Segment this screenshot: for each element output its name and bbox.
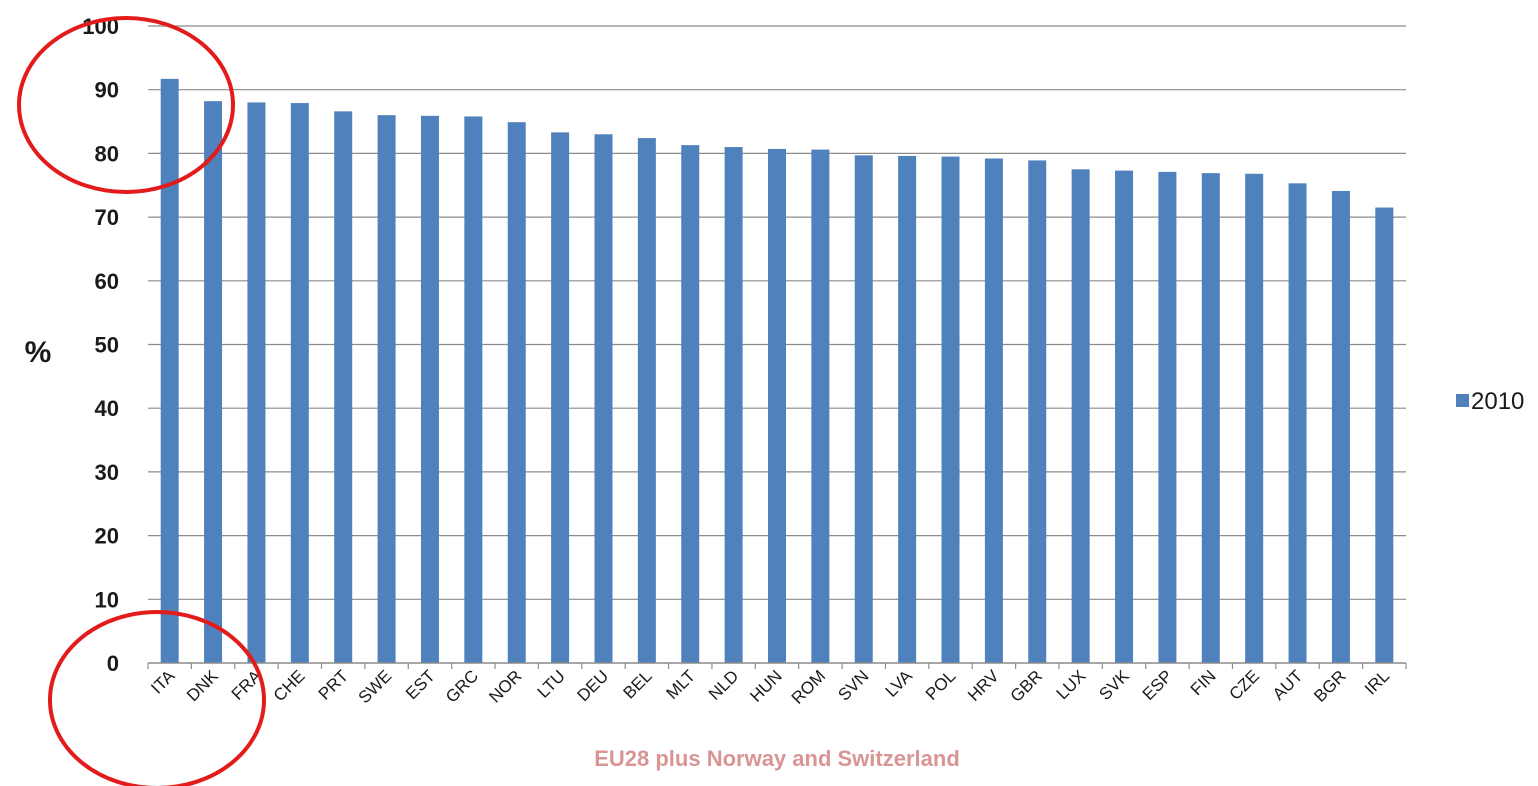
bars <box>160 78 1394 664</box>
legend-swatch <box>1456 394 1469 407</box>
bar-bgr <box>1331 190 1350 663</box>
bar-svn <box>854 155 873 663</box>
bar-nor <box>507 122 526 663</box>
bar-ltu <box>551 132 570 663</box>
bar-fin <box>1201 173 1220 663</box>
y-tick-label: 40 <box>95 396 119 421</box>
x-tick-label: PRT <box>315 666 352 703</box>
x-tick-label: GRC <box>442 666 482 706</box>
x-tick-label: NOR <box>485 666 525 706</box>
bar-hrv <box>984 158 1003 663</box>
y-tick-label: 20 <box>95 524 119 549</box>
x-axis-label: EU28 plus Norway and Switzerland <box>594 746 960 771</box>
bar-aut <box>1288 183 1307 664</box>
bar-che <box>290 103 309 663</box>
bar-lux <box>1071 169 1090 663</box>
x-tick-label: ESP <box>1139 666 1176 703</box>
bar-grc <box>464 116 483 664</box>
x-tick-label: AUT <box>1269 666 1306 703</box>
bar-dnk <box>204 101 223 663</box>
bar-lva <box>898 155 917 663</box>
bar-pol <box>941 156 960 663</box>
bar-prt <box>334 111 353 663</box>
x-tick-label: CHE <box>270 666 309 705</box>
x-tick-label: ROM <box>788 666 829 707</box>
x-tick-label: MLT <box>662 666 699 703</box>
y-tick-label: 90 <box>95 78 119 103</box>
x-tick-label: DEU <box>573 666 612 705</box>
bar-irl <box>1375 207 1394 664</box>
y-tick-label: 50 <box>95 333 119 358</box>
x-tick-label: ITA <box>147 666 179 698</box>
bar-deu <box>594 134 613 664</box>
bar-rom <box>811 149 830 663</box>
x-tick-label: HUN <box>746 666 785 705</box>
y-tick-label: 30 <box>95 460 119 485</box>
bar-hun <box>768 148 786 664</box>
bar-est <box>420 115 439 663</box>
annotation-circle-bottom <box>48 610 266 786</box>
x-tick-labels: ITA DNK FRA CHE PRT SWE EST GRC NOR LTU DEU BEL MLT N… <box>147 666 1393 708</box>
x-tick-label: GBR <box>1007 666 1046 705</box>
bar-mlt <box>681 145 700 663</box>
x-tick-label: LUX <box>1053 666 1090 703</box>
x-tick-label: NLD <box>705 666 742 703</box>
y-axis-label: % <box>25 336 52 369</box>
bar-cze <box>1245 173 1264 663</box>
bar-swe <box>377 115 396 664</box>
legend: 2010 <box>1456 388 1524 415</box>
x-tick-label: POL <box>922 666 959 703</box>
x-tick-label: EST <box>402 666 439 703</box>
legend-entry: 2010 <box>1471 388 1524 415</box>
x-tick-label: SVK <box>1095 666 1133 704</box>
y-tick-label: 70 <box>95 205 119 230</box>
x-tick-label: LVA <box>882 666 917 701</box>
x-tick-label: CZE <box>1226 666 1263 703</box>
bar-bel <box>637 138 656 663</box>
x-tick-label: DNK <box>183 666 222 705</box>
bar-ita <box>160 78 179 664</box>
y-tick-label: 10 <box>95 587 119 612</box>
x-tick-label: LTU <box>534 666 569 701</box>
annotations <box>17 16 266 786</box>
y-tick-label: 0 <box>107 651 119 676</box>
bar-nld <box>724 147 743 663</box>
x-tick-label: BGR <box>1310 666 1349 705</box>
x-tick-label: SWE <box>355 666 396 707</box>
x-tick-label: IRL <box>1361 666 1393 698</box>
x-tick-label: HRV <box>964 666 1003 705</box>
bar-fra <box>247 102 266 663</box>
y-tick-label: 80 <box>95 141 119 166</box>
x-tick-label: BEL <box>620 666 656 702</box>
bar-esp <box>1158 171 1177 664</box>
annotation-circle-top <box>17 16 235 194</box>
bar-svk <box>1115 170 1134 663</box>
bar-gbr <box>1028 160 1047 664</box>
x-tick-label: SVN <box>834 666 872 704</box>
x-tick-label: FIN <box>1187 666 1220 699</box>
x-axis <box>147 662 1407 669</box>
y-tick-label: 60 <box>95 269 119 294</box>
